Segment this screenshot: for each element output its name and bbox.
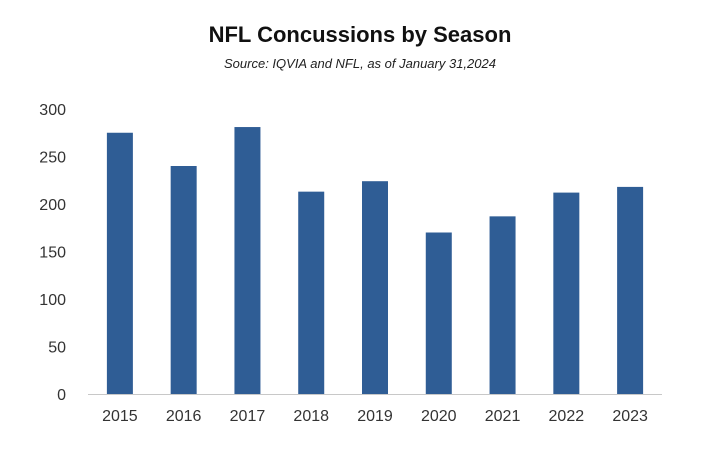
y-tick-label: 50 xyxy=(48,340,66,357)
x-tick-label: 2023 xyxy=(612,408,648,425)
bar-2016 xyxy=(170,166,197,394)
y-tick-label: 300 xyxy=(39,102,66,119)
y-axis-tick-labels: 0 50 100 150 200 250 300 xyxy=(39,102,66,404)
bars xyxy=(106,127,644,395)
x-tick-label: 2019 xyxy=(357,408,393,425)
y-tick-label: 0 xyxy=(57,387,66,404)
x-tick-label: 2021 xyxy=(485,408,521,425)
x-tick-label: 2016 xyxy=(166,408,202,425)
x-tick-label: 2015 xyxy=(102,408,138,425)
x-tick-label: 2022 xyxy=(549,408,585,425)
y-tick-label: 250 xyxy=(39,150,66,167)
bar-2021 xyxy=(489,216,516,394)
bar-2017 xyxy=(234,127,261,395)
y-tick-label: 100 xyxy=(39,292,66,309)
bar-2023 xyxy=(617,186,644,394)
bar-2018 xyxy=(298,191,325,394)
bar-2022 xyxy=(553,192,580,394)
x-tick-label: 2017 xyxy=(230,408,266,425)
bar-2019 xyxy=(362,181,388,394)
x-tick-label: 2020 xyxy=(421,408,457,425)
y-tick-label: 150 xyxy=(39,245,66,262)
chart-subtitle: Source: IQVIA and NFL, as of January 31,… xyxy=(224,56,496,71)
chart-title: NFL Concussions by Season xyxy=(208,22,512,47)
x-axis-tick-labels: 2015 2016 2017 2018 2019 2020 2021 2022 2023 xyxy=(102,408,648,425)
bar-2020 xyxy=(425,232,452,394)
bar-2015 xyxy=(106,132,133,394)
x-tick-label: 2018 xyxy=(293,408,329,425)
y-tick-label: 200 xyxy=(39,197,66,214)
